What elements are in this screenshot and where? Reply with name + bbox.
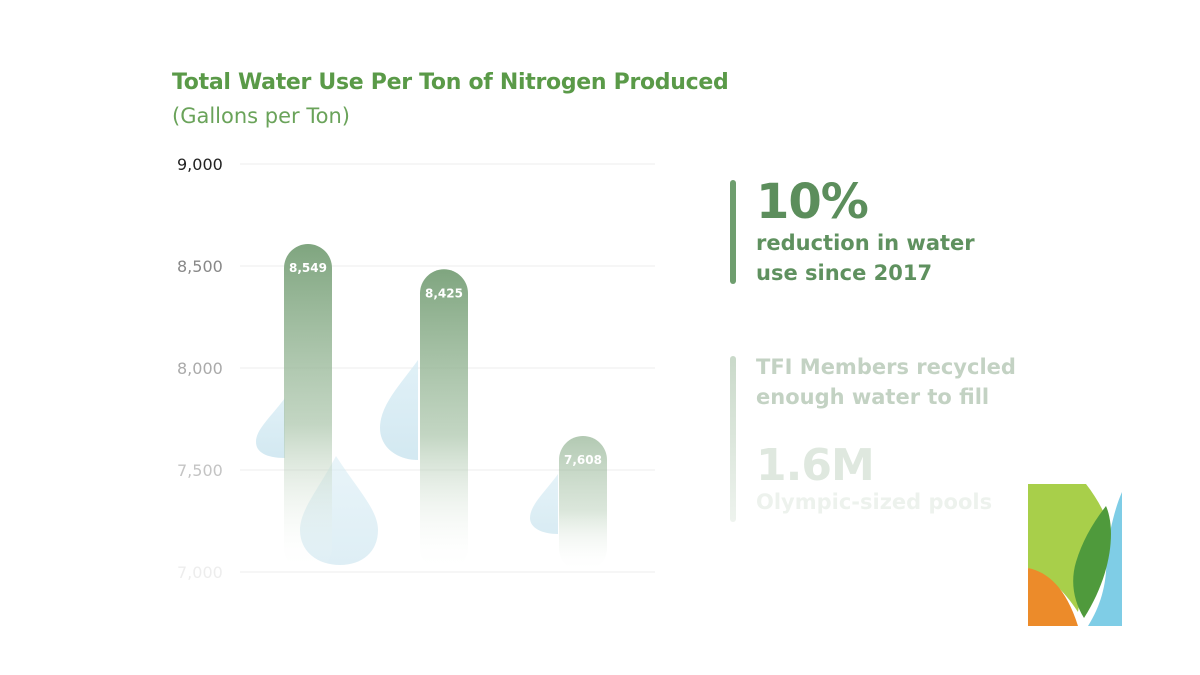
chart-subtitle: (Gallons per Ton): [172, 104, 350, 128]
bar: [284, 244, 332, 572]
y-tick-label: 8,000: [177, 359, 223, 378]
y-tick-label: 7,500: [177, 461, 223, 480]
stat-percent: 10%: [756, 174, 869, 230]
chart-title: Total Water Use Per Ton of Nitrogen Prod…: [172, 70, 729, 95]
water-drop-icon: [530, 474, 558, 534]
bar-value-label: 8,549: [289, 261, 327, 275]
stat-pools-label: Olympic-sized pools: [756, 490, 993, 514]
bars: [284, 244, 607, 572]
y-axis-ticks: 9,000 8,500 8,000 7,500 7,000: [177, 155, 223, 582]
stat-accent-bar: [730, 356, 736, 522]
stat-description: reduction in water use since 2017: [756, 231, 975, 285]
y-tick-label: 7,000: [177, 563, 223, 582]
stat-recycled-text: TFI Members recycled enough water to fil…: [756, 355, 1016, 409]
leaf-logo-icon: [1028, 484, 1122, 626]
y-tick-label: 8,500: [177, 257, 223, 276]
value-labels: 8,549 8,425 7,608: [289, 261, 602, 467]
bar-value-label: 8,425: [425, 286, 463, 300]
water-drop-icon: [380, 360, 418, 460]
water-drop-icon: [256, 398, 285, 458]
y-tick-label: 9,000: [177, 155, 223, 174]
bar-value-label: 7,608: [564, 453, 602, 467]
bar: [559, 435, 607, 572]
stat-pools-count: 1.6M: [756, 440, 875, 491]
stat-accent-bar: [730, 180, 736, 284]
bar: [420, 269, 468, 572]
